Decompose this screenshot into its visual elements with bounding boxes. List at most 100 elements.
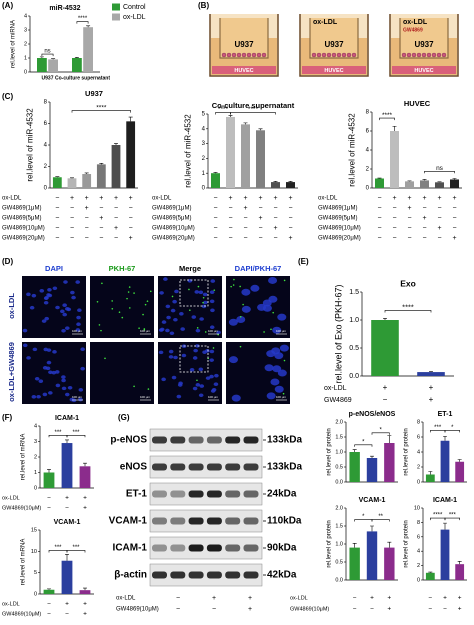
u937-cell	[406, 52, 412, 58]
exosome-signal	[283, 279, 286, 282]
condition-mark: −	[377, 225, 381, 232]
nucleus	[158, 350, 164, 355]
condition-mark: −	[55, 225, 59, 232]
exosome-signal	[263, 331, 265, 333]
blot-strip	[149, 428, 263, 452]
condition-mark: −	[377, 235, 381, 242]
micrograph	[90, 342, 154, 404]
error-bar	[370, 525, 374, 532]
schematic-top-cells: U937	[414, 40, 434, 49]
error-bar	[273, 181, 278, 183]
condition-mark: −	[428, 595, 432, 602]
error-bar	[457, 560, 462, 565]
significance-bracket	[76, 21, 89, 24]
y-tick-label: 0.5	[335, 559, 343, 565]
nucleus	[48, 370, 53, 375]
nucleus	[161, 377, 166, 382]
blot-band	[188, 544, 204, 552]
nucleus	[66, 307, 72, 312]
exosome-signal	[204, 331, 207, 333]
error-bar	[370, 455, 374, 458]
condition-label: GW4869(10μM)	[290, 606, 329, 612]
bar	[366, 458, 378, 482]
condition-mark: +	[85, 195, 89, 202]
condition-mark: −	[129, 215, 133, 222]
nucleus	[216, 330, 221, 335]
error-bar	[65, 439, 69, 444]
nucleus	[26, 356, 31, 360]
panel-label: (C)	[2, 92, 13, 101]
condition-mark: −	[422, 225, 426, 232]
blot-size: 133kDa	[267, 462, 302, 473]
significance-label: ***	[72, 545, 80, 551]
nucleus	[55, 305, 60, 310]
exosome-signal	[202, 296, 205, 299]
exosome-signal	[146, 300, 149, 303]
condition-mark: −	[407, 215, 411, 222]
panel-label: (D)	[2, 257, 13, 266]
bar	[79, 466, 91, 488]
error-bar	[213, 172, 218, 174]
exosome-signal	[147, 388, 150, 390]
nucleus	[64, 326, 70, 330]
bar	[79, 590, 91, 594]
blot-band	[170, 544, 186, 552]
y-tick-label: 0	[417, 479, 420, 485]
condition-mark: +	[288, 235, 292, 242]
nucleus	[61, 375, 66, 379]
scale-label: 100 μm	[72, 329, 83, 333]
nucleus	[61, 328, 66, 333]
condition-label: GW4869(20μM)	[318, 236, 361, 242]
nucleus	[274, 385, 284, 393]
significance-label: ****	[433, 513, 443, 519]
blot-protein: ICAM-1	[113, 543, 148, 554]
nucleus	[71, 295, 76, 300]
nucleus	[277, 369, 287, 377]
condition-mark: +	[83, 505, 87, 512]
bar	[111, 145, 121, 188]
condition-mark: −	[258, 235, 262, 242]
huvec-layer	[392, 66, 456, 74]
condition-mark: +	[437, 225, 441, 232]
scale-label: 100 μm	[208, 329, 219, 333]
condition-mark: +	[458, 595, 462, 602]
row-label: ox-LDL	[7, 293, 16, 319]
condition-label: GW4869(20μM)	[2, 236, 45, 242]
chart-title: ICAM-1	[55, 415, 79, 422]
nucleus	[43, 300, 49, 305]
huvec-layer	[302, 66, 366, 74]
condition-label: GW4869(5μM)	[2, 216, 41, 222]
nucleus	[202, 292, 208, 297]
significance-label: *	[451, 425, 454, 431]
condition-mark: +	[443, 595, 447, 602]
condition-mark: +	[248, 595, 252, 602]
exosome-signal	[239, 345, 242, 348]
nucleus	[166, 315, 171, 320]
condition-mark: +	[258, 215, 262, 222]
blot-band	[225, 436, 241, 444]
condition-label: GW4869(10μM)	[116, 607, 159, 613]
exosome-signal	[233, 278, 235, 281]
exosome-signal	[270, 328, 272, 331]
schematic-treatment: GW4869	[403, 27, 423, 33]
u937-cell	[236, 52, 242, 58]
condition-mark: −	[213, 225, 217, 232]
nucleus	[241, 288, 251, 296]
blot-size: 42kDa	[267, 570, 297, 581]
condition-label: GW4869(1μM)	[2, 206, 41, 212]
condition-mark: −	[85, 225, 89, 232]
nucleus	[39, 288, 45, 293]
blot-band	[188, 571, 204, 579]
error-bar	[428, 571, 433, 573]
condition-label: GW4869(10μM)	[2, 226, 45, 232]
bar	[126, 121, 136, 188]
significance-bracket	[371, 432, 390, 435]
nucleus	[76, 315, 81, 320]
nucleus	[78, 397, 83, 402]
y-tick-label: 2	[34, 454, 37, 460]
significance-label: ****	[248, 106, 259, 113]
y-axis-label: rel.level of miR-4532	[184, 114, 193, 188]
condition-mark: +	[129, 235, 133, 242]
y-axis-label: rel.level of protein	[326, 428, 332, 475]
bar	[384, 547, 395, 580]
